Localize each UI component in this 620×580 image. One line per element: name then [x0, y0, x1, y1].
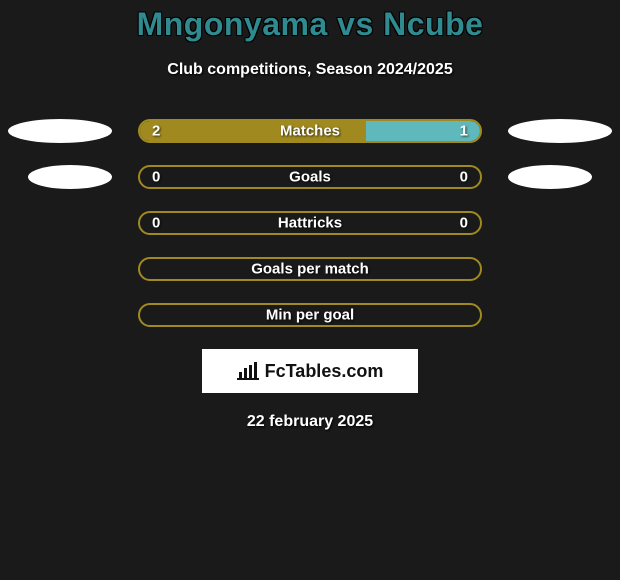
- stat-label: Goals per match: [251, 261, 369, 278]
- stat-row: Goals per match: [0, 257, 620, 281]
- stat-rows: 2 1 Matches 0 0 Goals 0 0 Hattricks Goals per mat…: [0, 119, 620, 327]
- stat-bar: Min per goal: [138, 303, 482, 327]
- player-right-marker: [508, 119, 612, 143]
- stat-label: Matches: [280, 123, 340, 140]
- stat-value-left: 2: [152, 123, 160, 140]
- stat-bar: 2 1 Matches: [138, 119, 482, 143]
- player-right-marker: [508, 165, 592, 189]
- stat-row: 0 0 Goals: [0, 165, 620, 189]
- page-title: Mngonyama vs Ncube: [0, 6, 620, 43]
- stat-row: 2 1 Matches: [0, 119, 620, 143]
- stat-bar: Goals per match: [138, 257, 482, 281]
- stat-label: Hattricks: [278, 215, 342, 232]
- source-badge-text: FcTables.com: [265, 361, 384, 382]
- stat-value-left: 0: [152, 169, 160, 186]
- comparison-infographic: Mngonyama vs Ncube Club competitions, Se…: [0, 0, 620, 431]
- bar-chart-icon: [237, 362, 259, 380]
- stat-row: Min per goal: [0, 303, 620, 327]
- stat-bar: 0 0 Hattricks: [138, 211, 482, 235]
- stat-value-left: 0: [152, 215, 160, 232]
- stat-value-right: 1: [460, 123, 468, 140]
- date-label: 22 february 2025: [0, 413, 620, 431]
- player-left-marker: [28, 165, 112, 189]
- page-subtitle: Club competitions, Season 2024/2025: [0, 61, 620, 79]
- stat-value-right: 0: [460, 215, 468, 232]
- stat-row: 0 0 Hattricks: [0, 211, 620, 235]
- stat-label: Goals: [289, 169, 331, 186]
- stat-bar: 0 0 Goals: [138, 165, 482, 189]
- stat-value-right: 0: [460, 169, 468, 186]
- stat-label: Min per goal: [266, 307, 354, 324]
- source-badge: FcTables.com: [202, 349, 418, 393]
- player-left-marker: [8, 119, 112, 143]
